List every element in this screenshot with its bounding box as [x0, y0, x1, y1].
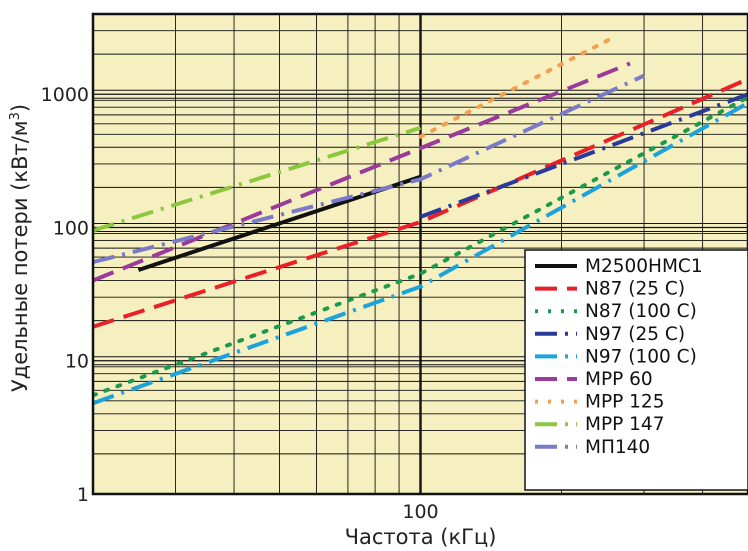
legend-label: N97 (25 C): [585, 324, 685, 345]
legend-label: MPP 125: [585, 392, 664, 413]
x-tick-label: 100: [402, 501, 438, 523]
y-axis-title-main: Удельные потери (кВт/м: [8, 120, 32, 392]
legend-label: N87 (100 C): [585, 301, 697, 322]
y-tick-label: 1: [77, 484, 89, 506]
y-axis-title-superscript: 3: [8, 112, 23, 120]
series-line: [93, 73, 645, 265]
y-axis-title: Удельные потери (кВт/м3): [8, 104, 32, 392]
series-line: [93, 77, 748, 329]
y-axis-title-end: ): [8, 104, 32, 112]
series-line: [418, 34, 617, 139]
tick-labels: 1 10 100 1000 100: [41, 84, 439, 523]
series-line: [93, 61, 631, 283]
legend-label: N97 (100 C): [585, 346, 697, 367]
x-axis-title: Частота (кГц): [345, 525, 497, 549]
series-line: [419, 92, 748, 219]
series-line: [93, 95, 748, 398]
series-line: [93, 125, 422, 233]
legend-label: N87 (25 C): [585, 279, 685, 300]
plot-frame: [91, 12, 748, 496]
legend-label: M2500НМС1: [585, 256, 703, 277]
legend-box: [524, 249, 748, 491]
legend-label: MPP 60: [585, 369, 653, 390]
y-tick-label: 10: [65, 351, 89, 373]
series-line: [93, 101, 748, 406]
legend-label: MPP 147: [585, 414, 664, 435]
y-tick-label: 100: [53, 217, 89, 239]
series-layer: [93, 34, 748, 406]
y-tick-label: 1000: [41, 84, 89, 106]
legend-label: МП140: [585, 437, 650, 458]
